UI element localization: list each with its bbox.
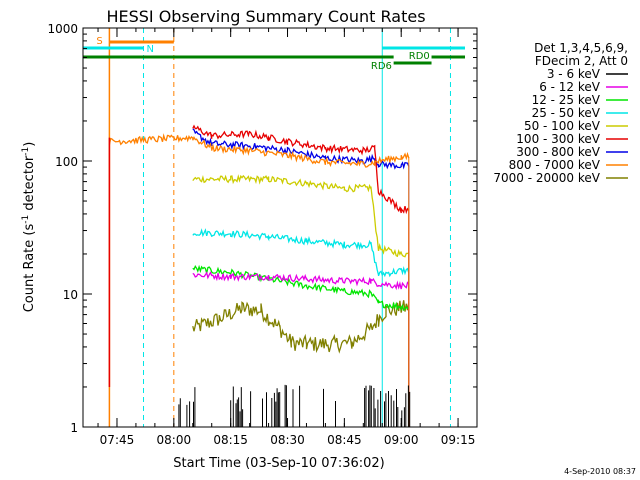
legend-label: 6 - 12 keV [539, 80, 601, 94]
y-tick-label: 1 [70, 421, 78, 435]
x-tick-label: 08:45 [327, 433, 362, 447]
plot-frame [82, 27, 478, 428]
legend-label: 12 - 25 keV [532, 93, 601, 107]
series-6-12keV-line [192, 271, 410, 291]
legend-label: 25 - 50 keV [532, 106, 601, 120]
y-axis-label-sup2: -1 [21, 147, 31, 156]
x-tick-label: 07:45 [100, 433, 135, 447]
legend-label: 800 - 7000 keV [509, 158, 601, 172]
rd0-label: RD0 [409, 51, 430, 62]
legend-label: 7000 - 20000 keV [493, 171, 600, 185]
x-tick-label: 08:00 [157, 433, 192, 447]
legend: Det 1,3,4,5,6,9,FDecim 2, Att 03 - 6 keV… [493, 41, 628, 185]
rd6-label: RD6 [371, 61, 392, 72]
series-100-300keV-line [192, 124, 410, 215]
observing-annotations: S N RD0 RD6 [83, 28, 465, 427]
plot-timestamp: 4-Sep-2010 08:37 [564, 467, 636, 476]
x-tick-label: 08:30 [270, 433, 305, 447]
x-tick-label: 08:15 [213, 433, 248, 447]
series-300-800keV-line [192, 128, 410, 170]
legend-header-line: Det 1,3,4,5,6,9, [534, 41, 628, 55]
series-800-7000keV-line [108, 133, 410, 168]
legend-label: 100 - 300 keV [516, 132, 600, 146]
series-25-50keV-line [192, 228, 410, 278]
series-50-100keV-line [192, 174, 410, 258]
series-7000-20000keV-line [192, 300, 410, 354]
y-axis-label-main: Count Rate (s [22, 224, 37, 313]
y-tick-label: 10 [63, 288, 78, 302]
y-tick-label: 100 [55, 155, 78, 169]
legend-header-line: FDecim 2, Att 0 [535, 54, 628, 68]
y-axis-label-end: ) [22, 142, 37, 147]
y-axis-label-mid: detector [22, 155, 37, 215]
legend-label: 300 - 800 keV [516, 145, 600, 159]
x-tick-label: 09:00 [384, 433, 419, 447]
night-label: N [147, 44, 154, 55]
y-tick-label: 1000 [47, 22, 78, 36]
axes: 07:45 08:00 08:15 08:30 08:45 09:00 09:15 1 10 10… [47, 22, 477, 447]
saa-label: S [96, 36, 102, 47]
legend-label: 50 - 100 keV [524, 119, 601, 133]
series-layer [108, 124, 411, 427]
x-axis-label: Start Time (03-Sep-10 07:36:02) [173, 456, 384, 471]
y-axis-label-sup1: -1 [21, 215, 31, 224]
legend-label: 3 - 6 keV [547, 67, 601, 81]
y-axis-label: Count Rate (s-1 detector-1) [21, 142, 37, 313]
series-3-6keV-line [178, 384, 411, 427]
series-12-25keV-line [192, 264, 410, 312]
chart-title: HESSI Observing Summary Count Rates [106, 7, 425, 26]
x-tick-label: 09:15 [441, 433, 476, 447]
